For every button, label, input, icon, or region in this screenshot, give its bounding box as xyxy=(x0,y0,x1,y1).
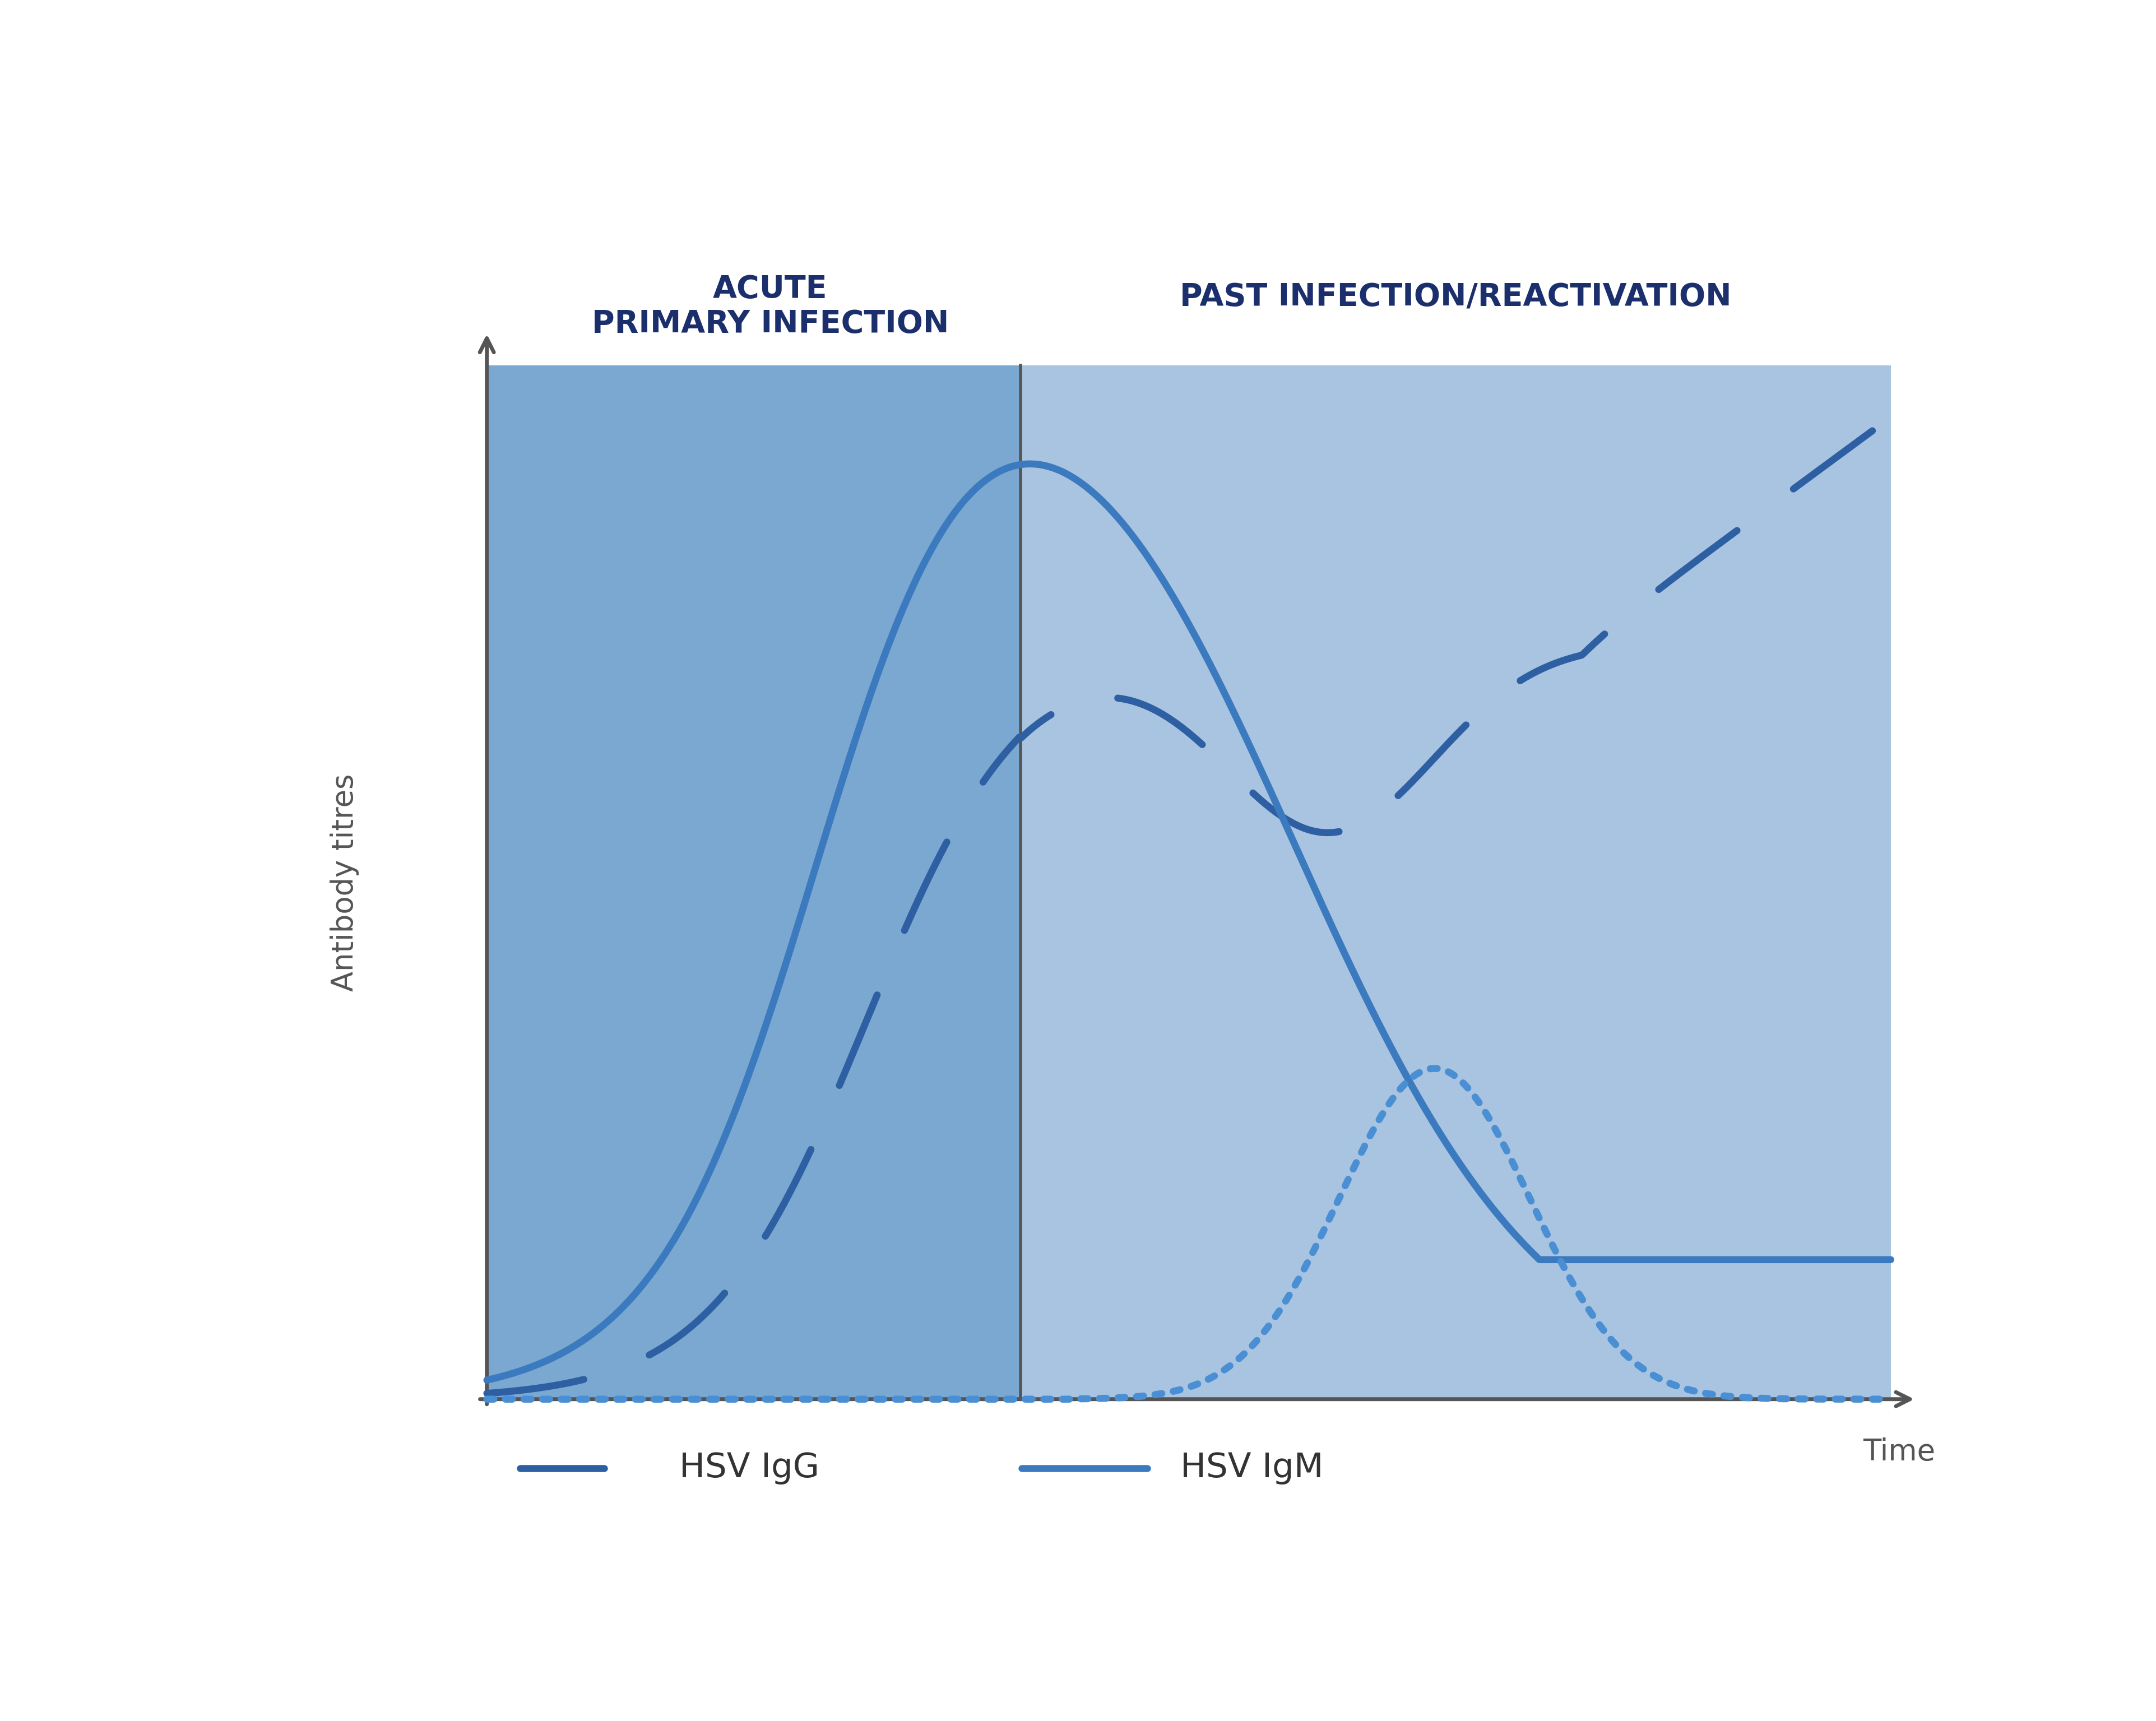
Text: PAST INFECTION/REACTIVATION: PAST INFECTION/REACTIVATION xyxy=(1179,282,1731,313)
Text: HSV IgM: HSV IgM xyxy=(1179,1451,1324,1485)
Bar xyxy=(1020,365,1891,1399)
Text: HSV IgG: HSV IgG xyxy=(679,1451,819,1485)
Text: ACUTE
PRIMARY INFECTION: ACUTE PRIMARY INFECTION xyxy=(591,274,949,339)
Text: Time: Time xyxy=(1863,1437,1934,1466)
Text: Antibody titres: Antibody titres xyxy=(330,773,360,991)
Bar xyxy=(487,365,1020,1399)
